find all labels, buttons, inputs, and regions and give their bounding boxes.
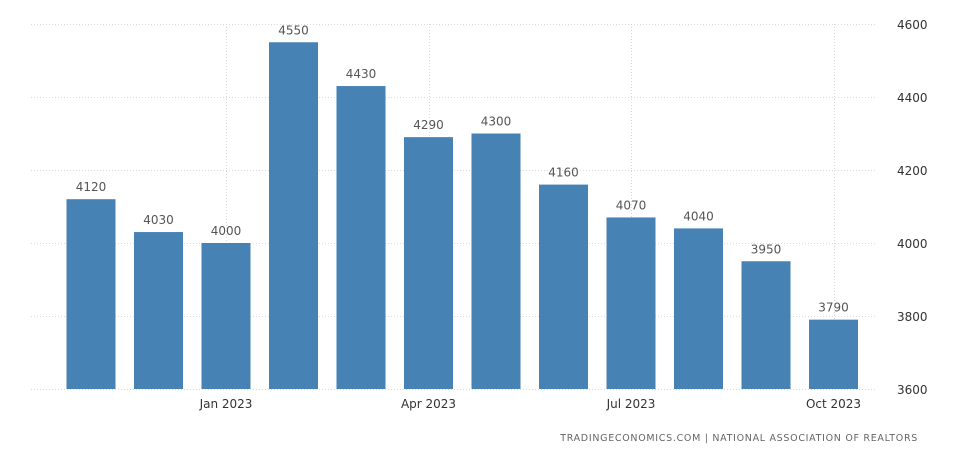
- data-label: 4550: [278, 23, 309, 37]
- y-tick-label: 3600: [897, 383, 928, 397]
- bar: [539, 184, 588, 389]
- data-label: 3790: [818, 301, 849, 315]
- bar: [471, 133, 521, 389]
- data-label: 3950: [751, 242, 782, 256]
- bar: [674, 228, 723, 389]
- data-label: 4040: [683, 209, 714, 223]
- bar: [134, 232, 183, 389]
- data-label: 4160: [548, 166, 579, 180]
- y-tick-label: 4600: [897, 18, 928, 32]
- data-label: 4290: [413, 118, 444, 132]
- bar: [606, 217, 656, 389]
- x-tick-label: Oct 2023: [806, 397, 861, 411]
- data-label: 4030: [143, 213, 174, 227]
- x-tick-label: Apr 2023: [401, 397, 456, 411]
- bar: [66, 199, 116, 389]
- y-tick-label: 4200: [897, 164, 928, 178]
- bar: [404, 137, 453, 389]
- x-tick-label: Jan 2023: [199, 397, 253, 411]
- data-label: 4430: [346, 67, 377, 81]
- data-label: 4300: [481, 115, 512, 129]
- bar: [336, 86, 386, 390]
- y-tick-label: 4000: [897, 237, 928, 251]
- bar: [201, 243, 251, 389]
- x-tick-label: Jul 2023: [606, 397, 656, 411]
- data-label: 4000: [211, 224, 242, 238]
- bar: [269, 42, 318, 389]
- y-tick-label: 3800: [897, 310, 928, 324]
- y-tick-label: 4400: [897, 91, 928, 105]
- bar: [809, 319, 858, 389]
- data-label: 4120: [76, 180, 107, 194]
- data-label: 4070: [616, 198, 647, 212]
- source-attribution: TRADINGECONOMICS.COM | NATIONAL ASSOCIAT…: [560, 433, 918, 444]
- bar: [741, 261, 791, 389]
